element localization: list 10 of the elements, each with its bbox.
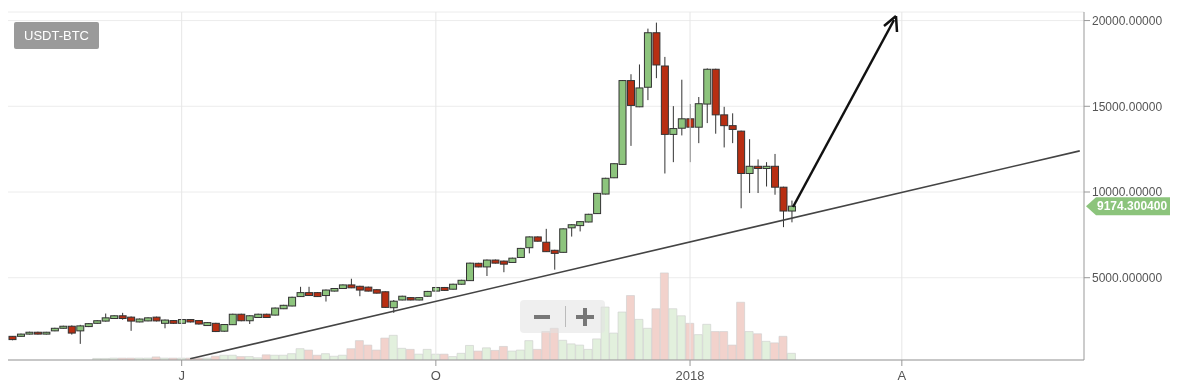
y-tick-label: 5000.000000: [1092, 270, 1163, 285]
y-tick-label: 20000.00000: [1092, 13, 1163, 28]
x-tick-label: A: [897, 368, 907, 383]
y-tick-label: 10000.00000: [1092, 185, 1163, 200]
x-tick-label: 2018: [675, 368, 705, 383]
x-tick-label: O: [430, 368, 441, 383]
y-tick-label: 15000.00000: [1092, 99, 1163, 114]
x-tick-label: J: [178, 368, 185, 383]
text: USDT-BTC: [14, 22, 99, 49]
text: 9174.300400: [1097, 199, 1168, 214]
